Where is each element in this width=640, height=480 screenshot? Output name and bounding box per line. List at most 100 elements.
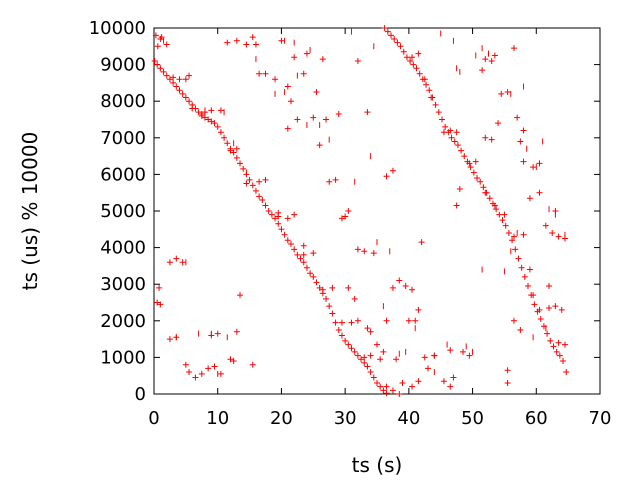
data-point bbox=[505, 229, 512, 236]
data-point bbox=[249, 182, 256, 189]
data-point bbox=[182, 361, 189, 368]
data-point bbox=[502, 222, 509, 229]
data-point bbox=[192, 374, 199, 381]
data-point bbox=[323, 295, 330, 302]
data-point bbox=[256, 178, 263, 185]
data-point bbox=[393, 356, 400, 363]
data-point bbox=[256, 193, 263, 200]
data-point bbox=[394, 39, 401, 46]
data-point bbox=[458, 147, 465, 154]
data-point bbox=[211, 363, 218, 370]
data-point bbox=[383, 173, 390, 180]
data-point bbox=[364, 109, 371, 116]
data-point bbox=[467, 164, 474, 171]
data-point bbox=[227, 147, 234, 154]
data-point bbox=[179, 259, 186, 266]
data-point bbox=[303, 50, 310, 57]
data-point bbox=[246, 176, 253, 183]
data-point bbox=[300, 259, 307, 266]
data-point bbox=[440, 129, 447, 136]
data-point bbox=[416, 70, 423, 77]
data-point bbox=[563, 369, 570, 376]
data-point bbox=[403, 54, 410, 61]
data-point bbox=[512, 246, 519, 253]
data-point bbox=[303, 264, 310, 271]
data-point bbox=[435, 109, 442, 116]
data-point bbox=[383, 390, 390, 397]
data-point bbox=[488, 136, 495, 143]
x-axis-label: ts (s) bbox=[352, 453, 403, 477]
data-point bbox=[278, 226, 285, 233]
data-point bbox=[482, 189, 489, 196]
data-point bbox=[166, 76, 173, 83]
data-point bbox=[482, 134, 489, 141]
data-point bbox=[412, 317, 419, 324]
data-point bbox=[354, 57, 361, 64]
data-point bbox=[380, 387, 387, 394]
data-point bbox=[176, 76, 183, 83]
data-point bbox=[553, 348, 560, 355]
data-point bbox=[415, 378, 422, 385]
data-point bbox=[531, 301, 538, 308]
data-point bbox=[389, 387, 396, 394]
data-points bbox=[151, 25, 570, 397]
data-point bbox=[549, 229, 556, 236]
data-point bbox=[364, 363, 371, 370]
x-tick-label: 50 bbox=[461, 408, 484, 429]
data-point bbox=[555, 339, 562, 346]
data-point bbox=[233, 145, 240, 152]
data-point bbox=[262, 70, 269, 77]
data-point bbox=[442, 123, 449, 130]
y-tick-label: 2000 bbox=[100, 311, 146, 332]
data-point bbox=[158, 34, 165, 41]
y-tick-label: 10000 bbox=[89, 18, 146, 39]
y-tick-label: 3000 bbox=[100, 274, 146, 295]
data-point bbox=[370, 374, 377, 381]
data-point bbox=[217, 107, 224, 114]
data-point bbox=[426, 87, 433, 94]
data-point bbox=[268, 211, 275, 218]
data-point bbox=[520, 231, 527, 238]
data-point bbox=[233, 154, 240, 161]
data-point bbox=[361, 354, 368, 361]
data-point bbox=[214, 123, 221, 130]
data-point bbox=[424, 365, 431, 372]
data-point bbox=[460, 348, 467, 355]
data-point bbox=[451, 138, 458, 145]
data-point bbox=[307, 270, 314, 277]
data-point bbox=[383, 317, 390, 324]
data-point bbox=[345, 284, 352, 291]
data-point bbox=[252, 187, 259, 194]
data-point bbox=[160, 68, 167, 75]
y-tick-label: 6000 bbox=[100, 164, 146, 185]
data-point bbox=[173, 255, 180, 262]
data-point bbox=[432, 101, 439, 108]
data-point bbox=[501, 211, 508, 218]
data-point bbox=[291, 54, 298, 61]
data-point bbox=[157, 65, 164, 72]
data-point bbox=[552, 303, 559, 310]
data-point bbox=[453, 129, 460, 136]
data-point bbox=[555, 233, 562, 240]
data-point bbox=[233, 328, 240, 335]
data-point bbox=[230, 358, 237, 365]
data-point bbox=[348, 319, 355, 326]
data-point bbox=[179, 90, 186, 97]
y-tick-label: 1000 bbox=[100, 347, 146, 368]
y-tick-label: 0 bbox=[135, 384, 146, 405]
data-point bbox=[415, 306, 422, 313]
data-point bbox=[335, 111, 342, 118]
data-point bbox=[300, 242, 307, 249]
data-point bbox=[560, 358, 567, 365]
data-point bbox=[383, 383, 390, 390]
data-point bbox=[421, 354, 428, 361]
data-point bbox=[265, 208, 272, 214]
x-tick-label: 60 bbox=[525, 408, 548, 429]
data-point bbox=[278, 37, 285, 44]
data-point bbox=[547, 337, 554, 344]
data-point bbox=[351, 348, 358, 355]
data-point bbox=[233, 37, 240, 44]
data-point bbox=[154, 43, 161, 50]
data-point bbox=[284, 215, 291, 222]
data-point bbox=[310, 250, 317, 257]
